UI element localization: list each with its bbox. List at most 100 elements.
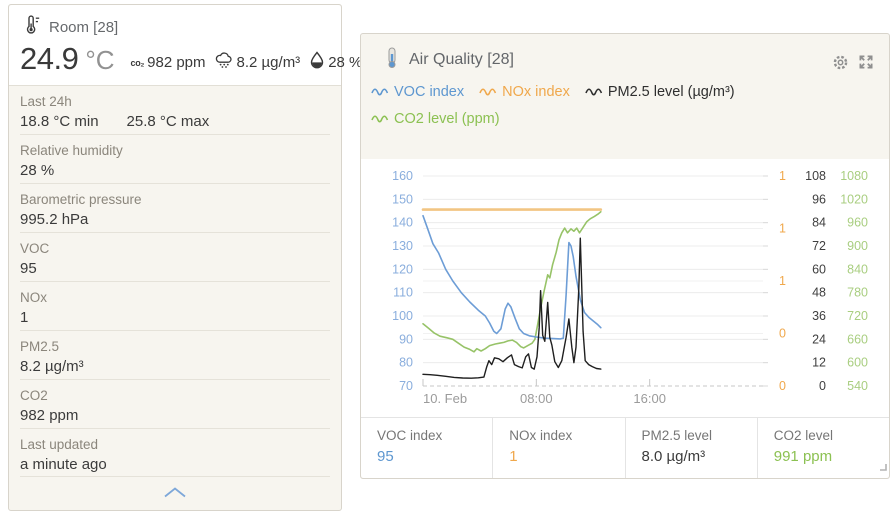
footer-stat-cell: VOC index 95	[361, 418, 492, 478]
sensor-section: Last updated a minute ago	[20, 429, 330, 478]
svg-text:72: 72	[812, 239, 826, 253]
svg-text:36: 36	[812, 309, 826, 323]
svg-text:48: 48	[812, 286, 826, 300]
stats-footer: VOC index 95 NOx index 1 PM2.5 level 8.0 µg/m…	[361, 417, 889, 478]
sensor-section-value: 982 ppm	[20, 407, 79, 424]
sensor-section-label: Last 24h	[20, 94, 72, 109]
sensor-section: VOC 95	[20, 233, 330, 282]
svg-text:90: 90	[399, 332, 413, 346]
legend-squiggle-icon	[585, 88, 602, 96]
gear-icon[interactable]	[831, 53, 849, 71]
svg-text:0: 0	[779, 327, 786, 341]
room-stats-list: Last 24h 18.8 °C min 25.8 °C max Relative h…	[9, 86, 341, 478]
legend-squiggle-icon	[479, 88, 497, 96]
sensor-section-label: CO2	[20, 388, 48, 403]
expand-icon[interactable]	[857, 53, 875, 71]
footer-stat-label: NOx index	[509, 428, 573, 443]
svg-text:900: 900	[847, 239, 868, 253]
air-quality-header: Air Quality [28] VOC	[361, 34, 889, 159]
series-line-co2	[422, 210, 602, 353]
humidity-drop-icon	[309, 51, 325, 73]
svg-text:10. Feb: 10. Feb	[423, 391, 467, 406]
co2-inline-value: 982 ppm	[147, 53, 206, 71]
sensor-section: CO2 982 ppm	[20, 380, 330, 429]
footer-stat-cell: NOx index 1	[492, 418, 624, 478]
room-panel: Room [28] 24.9 °C co₂ 982 ppm	[8, 4, 362, 511]
svg-text:160: 160	[392, 169, 413, 183]
legend-item[interactable]: PM2.5 level (µg/m³)	[585, 84, 735, 100]
pm-inline-value: 8.2 µg/m³	[236, 53, 301, 71]
svg-text:120: 120	[392, 262, 413, 276]
footer-stat-cell: PM2.5 level 8.0 µg/m³	[624, 418, 757, 478]
sensor-section-value: 95	[20, 260, 37, 277]
sensor-section-value: 995.2 hPa	[20, 211, 89, 228]
footer-stat-value: 95	[377, 448, 394, 465]
legend: VOC index NOx index PM2.5 level (µg/m³) CO2…	[371, 84, 879, 127]
sensor-section: Barometric pressure 995.2 hPa	[20, 184, 330, 233]
footer-stat-label: CO2 level	[773, 428, 834, 443]
svg-text:1: 1	[779, 169, 786, 183]
resize-handle-icon[interactable]	[879, 458, 887, 476]
room-header: Room [28] 24.9 °C co₂ 982 ppm	[9, 5, 362, 86]
sensor-section-label: NOx	[20, 290, 47, 305]
collapse-button[interactable]	[20, 476, 330, 510]
svg-text:660: 660	[847, 332, 868, 346]
footer-stat-label: PM2.5 level	[641, 428, 713, 443]
series-line-pm25	[422, 237, 602, 379]
svg-text:24: 24	[812, 332, 826, 346]
series-line-voc	[422, 214, 602, 340]
footer-stat-value: 8.0 µg/m³	[641, 448, 706, 465]
svg-text:12: 12	[812, 356, 826, 370]
chart-area: 160 108 1080 150 96 1020 140 84 960 130 72 900 120 60…	[361, 159, 889, 420]
chevron-up-icon	[163, 485, 187, 503]
sensor-section-value: 28 %	[20, 162, 55, 179]
svg-text:96: 96	[812, 192, 826, 206]
sensor-section: PM2.5 8.2 µg/m³	[20, 331, 330, 380]
sensor-section-label: Last updated	[20, 437, 99, 452]
svg-text:84: 84	[812, 216, 826, 230]
svg-text:150: 150	[392, 192, 413, 206]
sensor-section-value: a minute ago	[20, 456, 107, 473]
svg-text:1080: 1080	[840, 169, 868, 183]
legend-item-label: NOx index	[502, 84, 570, 100]
legend-item-label: CO2 level (ppm)	[394, 111, 500, 127]
sensor-section: Last 24h 18.8 °C min 25.8 °C max	[20, 86, 330, 135]
footer-stat-label: VOC index	[377, 428, 443, 443]
svg-text:08:00: 08:00	[520, 391, 553, 406]
sensor-section-label: Relative humidity	[20, 143, 123, 158]
footer-stat-value: 1	[509, 448, 518, 465]
svg-text:1020: 1020	[840, 192, 868, 206]
panel-title: Air Quality [28]	[409, 51, 514, 68]
co2-inline-metric: co₂ 982 ppm	[131, 54, 206, 71]
legend-item[interactable]: NOx index	[479, 84, 570, 100]
svg-text:0: 0	[779, 379, 786, 393]
sensor-section-label: Barometric pressure	[20, 192, 142, 207]
sensor-section-value: 1	[20, 309, 29, 326]
pm-inline-metric: 8.2 µg/m³	[215, 51, 301, 73]
humidity-inline-metric: 28 %	[309, 51, 362, 73]
svg-text:1: 1	[779, 274, 786, 288]
legend-squiggle-icon	[371, 115, 389, 123]
svg-text:100: 100	[392, 309, 413, 323]
legend-item[interactable]: CO2 level (ppm)	[371, 111, 500, 127]
svg-text:840: 840	[847, 262, 868, 276]
thermometer-icon	[23, 14, 41, 40]
footer-stat-value: 991 ppm	[773, 448, 833, 465]
svg-text:80: 80	[399, 356, 413, 370]
footer-stat-cell: CO2 level 991 ppm	[756, 418, 889, 478]
sensor-section-value: 18.8 °C min 25.8 °C max	[20, 113, 210, 130]
svg-text:1: 1	[779, 222, 786, 236]
svg-text:70: 70	[399, 379, 413, 393]
pm-cloud-icon	[215, 51, 234, 73]
legend-item[interactable]: VOC index	[371, 84, 464, 100]
svg-text:780: 780	[847, 286, 868, 300]
svg-text:60: 60	[812, 262, 826, 276]
legend-squiggle-icon	[371, 88, 389, 96]
svg-text:108: 108	[805, 169, 826, 183]
sensor-section: Relative humidity 28 %	[20, 135, 330, 184]
thermometer-small-icon	[386, 47, 398, 74]
legend-item-label: PM2.5 level (µg/m³)	[607, 84, 735, 100]
svg-text:960: 960	[847, 216, 868, 230]
svg-text:140: 140	[392, 216, 413, 230]
